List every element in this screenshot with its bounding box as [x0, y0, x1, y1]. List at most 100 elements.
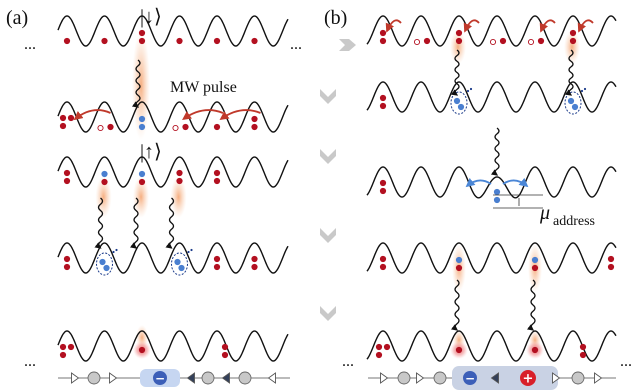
- ellipsis-right-bottom-b: ...: [620, 353, 632, 370]
- hop-arrow: [463, 19, 480, 33]
- red-atom: [63, 169, 71, 177]
- panel-b-label: (b): [324, 7, 347, 29]
- chain-triangle: [221, 372, 230, 384]
- empty-site: [97, 124, 104, 132]
- mw-photon-arrow: [450, 279, 460, 331]
- mw-photon-arrow: [450, 49, 460, 96]
- red-atom: [251, 263, 258, 271]
- tunnel-arrow: [502, 177, 529, 188]
- orbit-dot: [469, 87, 473, 91]
- orbit-dot: [115, 248, 118, 252]
- minus-defect-ball: [463, 371, 477, 385]
- lattice-row-b5: [366, 330, 617, 362]
- chain-site-ball: [397, 371, 411, 385]
- red-atom: [176, 169, 183, 177]
- empty-site: [413, 38, 421, 46]
- step-chevron-icon: [320, 89, 336, 104]
- mw-photon-arrow: [94, 197, 104, 249]
- mw-photon-arrow: [129, 197, 139, 249]
- red-atom: [59, 122, 67, 130]
- red-atom: [138, 37, 146, 45]
- red-atom: [579, 343, 587, 351]
- minus-symbol: −: [465, 372, 475, 386]
- red-atom: [569, 29, 577, 37]
- red-atom: [138, 346, 146, 354]
- chain-site-ball: [571, 371, 585, 385]
- step-chevron-icon: [320, 149, 336, 164]
- orbit-dot: [187, 250, 190, 254]
- red-atom: [107, 123, 114, 131]
- red-atom: [101, 178, 108, 186]
- chain-triangle: [594, 372, 603, 384]
- blue-atom: [138, 115, 146, 123]
- blue-atom: [493, 188, 501, 196]
- red-atom: [569, 37, 577, 45]
- red-atom: [607, 263, 615, 271]
- red-atom: [379, 37, 387, 45]
- red-atom: [251, 37, 258, 45]
- step-arrow-icon: [339, 39, 356, 51]
- red-atom: [537, 37, 545, 45]
- mw-photon-arrow: [526, 279, 536, 331]
- step-chevron-icon: [320, 306, 336, 321]
- lattice-row-a2: [57, 101, 289, 133]
- mw-photon-arrow: [564, 49, 574, 96]
- red-atom: [379, 94, 387, 102]
- red-atom: [138, 178, 146, 186]
- chain-triangle: [186, 372, 195, 384]
- red-atom: [67, 114, 75, 122]
- blue-atom: [453, 97, 461, 105]
- pair-orbit: [96, 252, 113, 276]
- hop-arrow: [539, 19, 556, 33]
- red-atom: [221, 351, 229, 359]
- chain-site-ball: [87, 371, 101, 385]
- minus-symbol: −: [155, 372, 165, 386]
- lattice-row-a1: [57, 15, 289, 47]
- blue-atom: [457, 103, 465, 111]
- chain-triangle: [490, 372, 499, 384]
- ellipsis-right: ...: [290, 36, 302, 53]
- mw-photon-arrow: [131, 59, 141, 108]
- red-atom: [176, 37, 183, 45]
- red-atom: [213, 177, 221, 185]
- red-atom: [213, 169, 221, 177]
- red-atom: [379, 187, 387, 195]
- empty-site: [489, 38, 497, 46]
- laser-beam: [95, 176, 112, 218]
- red-atom: [221, 343, 229, 351]
- laser-beam: [564, 30, 580, 64]
- red-atom: [101, 37, 108, 45]
- chain-site-ball: [201, 371, 215, 385]
- hop-arrow: [219, 109, 261, 121]
- orbit-dot: [466, 89, 470, 93]
- red-atom: [213, 255, 221, 263]
- laser-beam: [132, 30, 150, 140]
- red-atom: [455, 264, 463, 272]
- red-atom: [59, 343, 67, 351]
- blue-atom: [571, 103, 579, 111]
- chain-triangle: [267, 372, 276, 384]
- lattice-row-b1: [366, 15, 617, 47]
- red-atom: [579, 351, 587, 359]
- blue-atom: [567, 97, 575, 105]
- red-atom: [59, 351, 67, 359]
- laser-beam: [170, 176, 187, 218]
- pair-orbit: [564, 91, 582, 115]
- red-atom: [379, 179, 387, 187]
- ellipsis-left-bottom-b: ...: [342, 353, 354, 370]
- red-atom: [213, 263, 221, 271]
- red-atom: [138, 29, 146, 37]
- pair-orbit: [450, 91, 468, 115]
- ellipsis-left: ...: [24, 36, 36, 53]
- chain-triangle: [380, 372, 389, 384]
- red-atom: [67, 343, 75, 351]
- blue-atom: [493, 196, 501, 204]
- red-atom: [455, 29, 463, 37]
- red-atom: [182, 123, 189, 131]
- blue-atom: [174, 258, 181, 266]
- lattice-row-a5: [57, 330, 289, 362]
- tunnel-arrow: [465, 177, 492, 188]
- laser-beam: [450, 30, 466, 64]
- red-atom: [455, 37, 463, 45]
- blue-atom: [455, 256, 463, 264]
